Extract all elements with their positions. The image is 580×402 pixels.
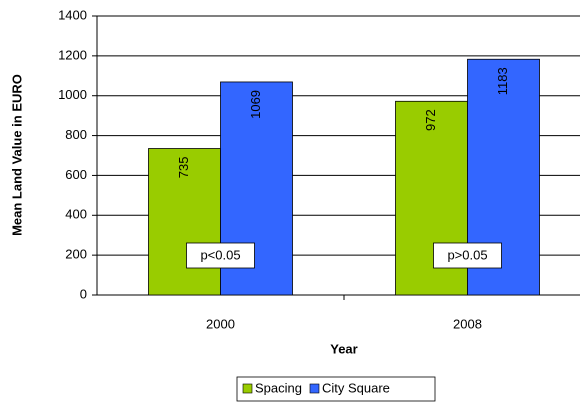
y-axis-label: Mean Land Value in EURO <box>9 74 24 236</box>
annotation: p<0.05 <box>200 247 240 262</box>
legend-box <box>236 376 436 402</box>
value-label: 1183 <box>495 67 510 95</box>
bar <box>148 148 221 296</box>
x-axis-label: Year <box>330 341 357 356</box>
annotation-box <box>186 242 255 269</box>
y-tick-label: 1200 <box>58 47 87 62</box>
y-tick-label: 1400 <box>58 7 87 22</box>
value-label: 735 <box>176 157 191 179</box>
y-tick-label: 600 <box>65 167 87 182</box>
y-tick-label: 800 <box>65 127 87 142</box>
annotation: p>0.05 <box>447 247 487 262</box>
x-tick-label: 2008 <box>453 316 482 331</box>
legend-label: City Square <box>322 380 390 395</box>
legend-swatch <box>309 383 320 394</box>
y-tick-label: 200 <box>65 247 87 262</box>
legend-swatch <box>242 383 253 394</box>
value-label: 972 <box>423 109 438 131</box>
value-label: 1069 <box>248 90 263 119</box>
y-tick-label: 1000 <box>58 87 87 102</box>
y-tick-label: 400 <box>65 207 87 222</box>
annotation-box <box>433 242 502 269</box>
y-tick-label: 0 <box>80 286 87 301</box>
x-tick-label: 2000 <box>206 316 235 331</box>
legend-label: Spacing <box>255 380 302 395</box>
